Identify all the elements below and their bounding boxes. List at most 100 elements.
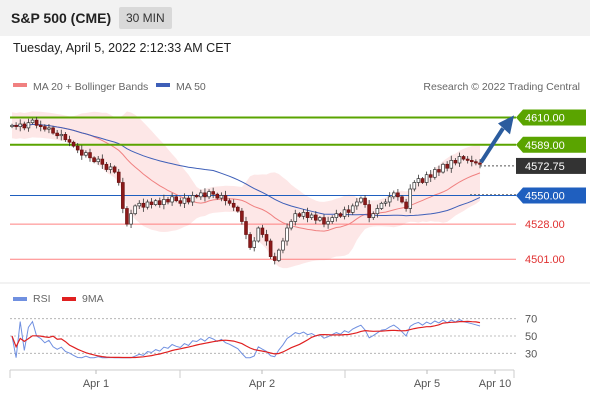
- candle: [309, 212, 314, 220]
- candle: [301, 209, 306, 220]
- candle: [145, 199, 150, 210]
- candle: [474, 159, 478, 166]
- candle: [133, 204, 137, 216]
- candle: [412, 180, 417, 192]
- candle: [293, 209, 298, 226]
- candle: [47, 124, 51, 134]
- candle: [116, 168, 121, 186]
- rsi-panel: 70 50 30: [10, 314, 537, 360]
- candle: [449, 155, 454, 173]
- candle: [453, 158, 458, 166]
- moving-averages: [11, 123, 481, 232]
- candle: [338, 212, 343, 218]
- candle: [408, 184, 412, 214]
- candle: [231, 199, 236, 212]
- resistance-level-box: [516, 136, 586, 153]
- last-price-box: [516, 157, 586, 174]
- ma50-legend-label: MA 50: [176, 81, 206, 93]
- candle: [153, 199, 158, 207]
- candle: [272, 252, 277, 265]
- candle: [182, 193, 187, 208]
- candle: [387, 192, 392, 207]
- candle: [92, 156, 96, 164]
- resistance-level-box: [516, 109, 586, 126]
- rsi-tick-label: 70: [525, 314, 537, 326]
- timeframe-button[interactable]: 30 MIN: [119, 7, 172, 29]
- support-level-label: 4501.00: [525, 254, 565, 266]
- candle: [158, 197, 162, 208]
- rsi-line: [11, 319, 481, 359]
- candle: [149, 198, 154, 209]
- candle: [63, 132, 68, 142]
- rsi-legend-swatch: [13, 297, 27, 301]
- candle: [112, 165, 117, 174]
- candle: [268, 238, 273, 259]
- timestamp: Tuesday, April 5, 2022 2:12:33 AM CET: [13, 41, 232, 55]
- candle: [194, 193, 199, 199]
- candle: [289, 219, 293, 231]
- candle: [137, 200, 142, 210]
- candle: [441, 162, 445, 174]
- x-axis: Apr 1 Apr 2 Apr 5 Apr 10: [9, 370, 515, 390]
- candle: [22, 121, 27, 131]
- candle: [371, 211, 376, 220]
- bollinger-bands: [12, 111, 480, 269]
- candle: [416, 174, 421, 187]
- candle: [424, 171, 429, 186]
- candle: [285, 223, 289, 246]
- candle: [367, 199, 371, 223]
- candle: [355, 198, 359, 210]
- candle: [346, 205, 351, 218]
- credit-label: Research © 2022 Trading Central: [423, 81, 580, 93]
- x-tick-label: Apr 10: [479, 378, 511, 390]
- candle: [322, 214, 326, 228]
- candle: [342, 206, 347, 220]
- candle: [215, 192, 220, 200]
- pivot-level-label: 4550.00: [525, 191, 565, 203]
- candle: [223, 190, 228, 206]
- candle: [55, 129, 59, 139]
- candle: [104, 161, 109, 172]
- rsi-ma-legend-label: 9MA: [82, 293, 104, 305]
- candle: [404, 198, 408, 212]
- candle: [108, 163, 113, 174]
- candle: [420, 177, 425, 185]
- candle: [178, 197, 183, 207]
- candle: [190, 191, 195, 206]
- candle: [445, 161, 449, 172]
- candle: [457, 152, 462, 167]
- candle: [433, 167, 437, 180]
- arrow-shaft: [479, 127, 505, 164]
- candle: [264, 229, 269, 246]
- forecast-arrow: [479, 115, 514, 164]
- x-tick-label: Apr 2: [249, 378, 275, 390]
- header-bar: S&P 500 (CME) 30 MIN: [0, 0, 590, 36]
- candle: [162, 194, 166, 210]
- candles: [10, 116, 482, 265]
- candle: [248, 232, 252, 250]
- candle: [51, 126, 55, 135]
- x-tick-label: Apr 1: [83, 378, 109, 390]
- candle: [256, 226, 261, 243]
- resistance-level-label: 4610.00: [525, 113, 565, 125]
- candle: [30, 118, 35, 125]
- candle: [314, 211, 318, 225]
- candle: [170, 192, 174, 206]
- rsi-tick-label: 50: [525, 331, 537, 343]
- rsi-ma-line: [11, 320, 481, 359]
- level-lines: [10, 116, 516, 260]
- candle: [383, 198, 388, 207]
- candle: [59, 129, 64, 141]
- candle: [437, 165, 441, 176]
- candle: [379, 201, 384, 211]
- candle: [174, 195, 178, 203]
- candle: [26, 118, 31, 132]
- candle: [199, 189, 203, 200]
- instrument-title: S&P 500 (CME): [11, 10, 112, 26]
- ma20-legend-label: MA 20 + Bollinger Bands: [33, 81, 148, 93]
- candle: [470, 155, 474, 167]
- candle: [350, 203, 355, 215]
- candle: [375, 204, 380, 218]
- rsi-ma-legend-swatch: [62, 297, 76, 301]
